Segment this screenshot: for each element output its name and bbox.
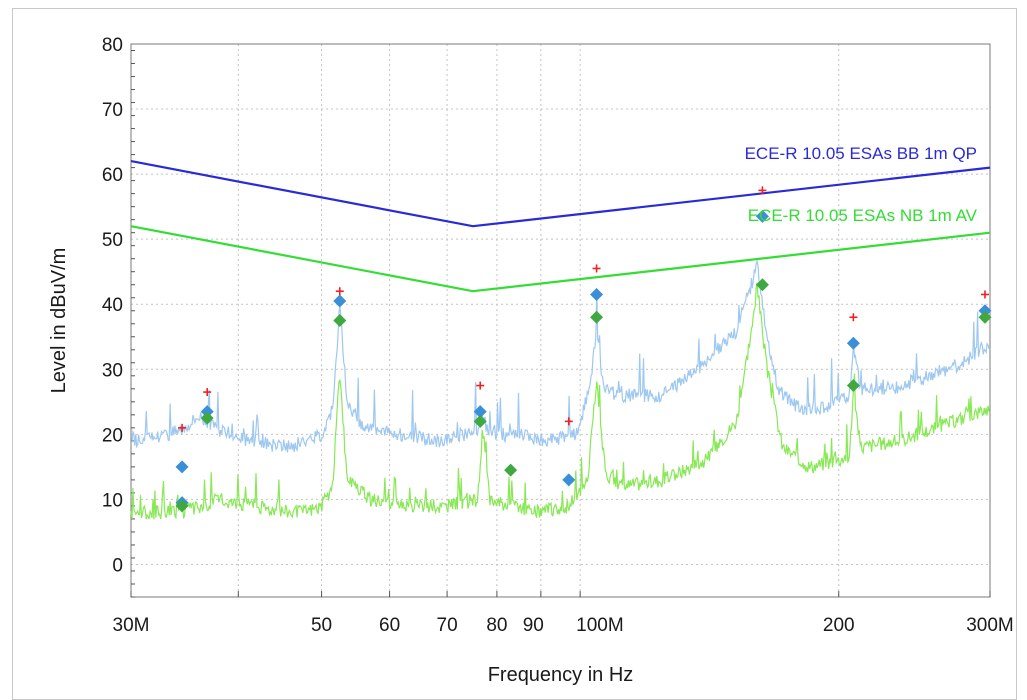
av-marker — [333, 314, 347, 327]
limit-lines — [130, 160, 991, 293]
qp-marker — [175, 460, 189, 474]
plot-area — [130, 43, 991, 598]
peak-marker — [758, 186, 767, 195]
peak-marker — [476, 381, 485, 390]
minor-ticks — [130, 50, 991, 598]
peak-marker — [849, 313, 858, 322]
av-marker — [504, 463, 518, 477]
x-tick-label: 90 — [523, 615, 544, 636]
av-limit-line — [130, 225, 991, 293]
y-tick-label: 20 — [102, 425, 123, 446]
x-tick-label: 60 — [379, 615, 400, 636]
x-tick-label: 80 — [486, 615, 507, 636]
qp-marker — [978, 304, 992, 318]
x-tick-label: 200 — [823, 615, 855, 636]
peak-marker — [203, 388, 212, 397]
y-tick-label: 50 — [102, 230, 123, 251]
legend-av-limit: ECE-R 10.05 ESAs NB 1m AV — [748, 206, 978, 225]
qp-marker — [846, 336, 860, 350]
y-tick-label: 40 — [102, 295, 123, 316]
x-tick-label: 300M — [966, 615, 1014, 636]
limit-labels: ECE-R 10.05 ESAs BB 1m QP ECE-R 10.05 ESA… — [745, 144, 978, 225]
peak-marker — [564, 417, 573, 426]
qp-marker — [590, 287, 604, 301]
av-marker — [755, 278, 769, 292]
chart-frame: 0 10 20 30 40 50 60 70 80 30M 50 60 70 80 90 100M 200 30… — [12, 8, 1017, 700]
qp-limit-line — [130, 160, 991, 228]
qp-marker — [333, 294, 347, 308]
peak-marker — [592, 264, 601, 273]
av-marker — [590, 310, 604, 324]
qp-marker — [473, 405, 487, 419]
y-tick-label: 30 — [102, 360, 123, 381]
x-tick-labels: 30M 50 60 70 80 90 100M 200 300M — [113, 615, 1014, 636]
av-marker — [846, 379, 860, 393]
peak-marker — [178, 423, 187, 432]
av-marker — [978, 310, 992, 324]
spectrum-trace-average — [130, 282, 991, 520]
x-tick-label: 100M — [576, 615, 624, 636]
y-tick-labels: 0 10 20 30 40 50 60 70 80 — [102, 35, 123, 576]
legend-qp-limit: ECE-R 10.05 ESAs BB 1m QP — [745, 144, 977, 163]
peak-marker — [980, 290, 989, 299]
markers — [175, 186, 992, 513]
y-tick-label: 0 — [112, 555, 123, 576]
y-tick-label: 80 — [102, 35, 123, 56]
x-tick-label: 30M — [113, 615, 150, 636]
y-axis-title: Level in dBuV/m — [48, 248, 70, 394]
qp-marker — [200, 405, 214, 419]
traces — [130, 259, 991, 520]
y-tick-label: 60 — [102, 165, 123, 186]
grid — [130, 43, 991, 597]
x-axis-title: Frequency in Hz — [488, 664, 634, 686]
av-marker — [473, 414, 487, 428]
spectrum-trace-peak — [130, 259, 991, 453]
peak-marker — [335, 287, 344, 296]
y-tick-label: 10 — [102, 490, 123, 511]
qp-marker — [755, 209, 769, 223]
y-tick-label: 70 — [102, 100, 123, 121]
av-marker — [200, 411, 214, 425]
x-tick-label: 70 — [437, 615, 458, 636]
qp-marker — [562, 473, 576, 487]
x-tick-label: 50 — [311, 615, 332, 636]
av-marker — [175, 499, 189, 513]
